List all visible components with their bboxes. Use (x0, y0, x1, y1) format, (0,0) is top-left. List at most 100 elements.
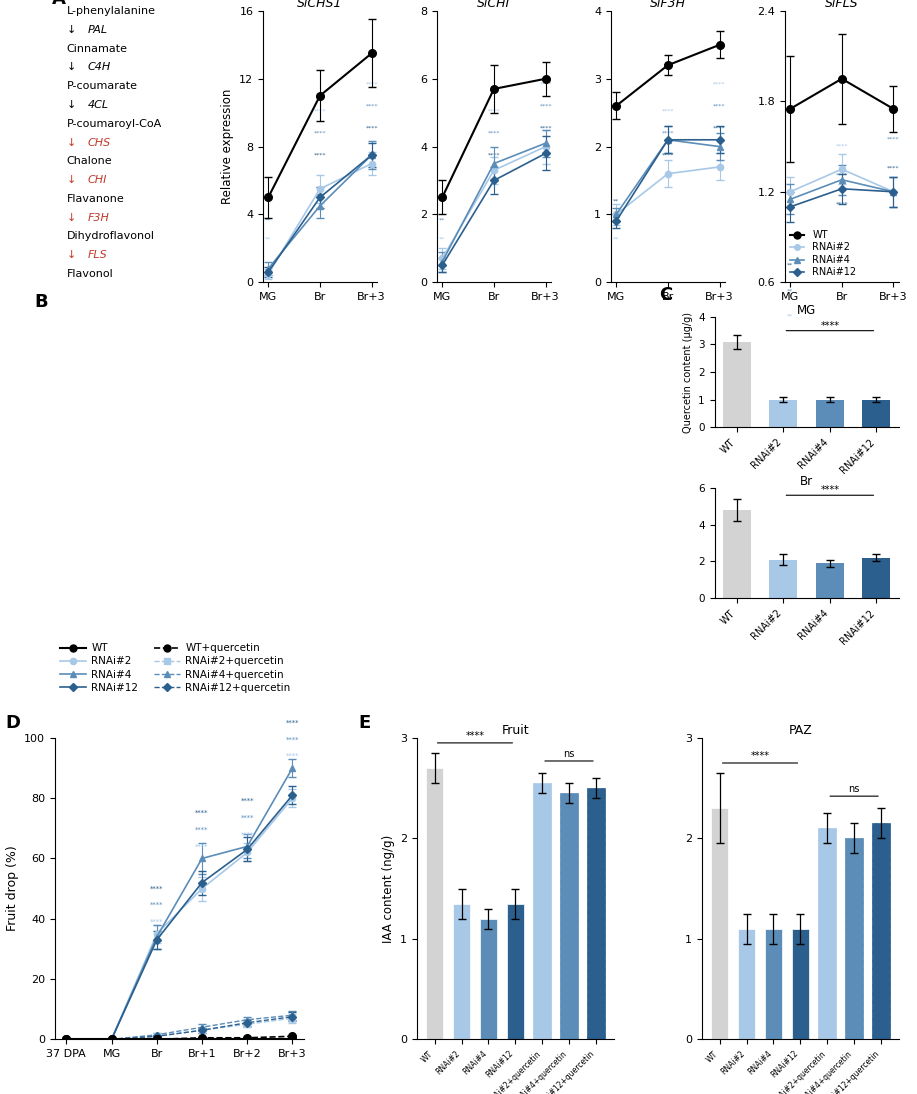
Bar (425, 768, 443, 1039)
Text: ****: **** (466, 731, 484, 741)
Text: CHI: CHI (87, 175, 107, 185)
Text: Cinnamate: Cinnamate (67, 44, 127, 54)
Bar (791, 929, 809, 1039)
Text: ****: **** (150, 919, 163, 924)
Bar (560, 793, 578, 1039)
Legend: WT, RNAi#2, RNAi#4, RNAi#12, WT+quercetin, RNAi#2+quercetin, RNAi#4+quercetin, R: WT, RNAi#2, RNAi#4, RNAi#12, WT+querceti… (61, 643, 291, 693)
Title: MG: MG (797, 304, 816, 317)
Text: ****: **** (821, 486, 839, 496)
Text: ****: **** (888, 136, 900, 141)
Text: **: ** (439, 236, 446, 242)
Bar (872, 824, 889, 1039)
Bar (587, 788, 604, 1039)
Bar (769, 399, 798, 428)
Text: ****: **** (713, 104, 725, 108)
Text: ****: **** (365, 82, 378, 86)
Text: ****: **** (150, 886, 163, 892)
Text: ↓: ↓ (67, 62, 80, 72)
Text: FLS: FLS (87, 251, 107, 260)
Text: **: ** (613, 218, 619, 222)
Title: SlCHI: SlCHI (477, 0, 511, 10)
Y-axis label: IAA content (ng/g): IAA content (ng/g) (381, 835, 394, 943)
Text: **: ** (439, 198, 446, 203)
Title: SlFLS: SlFLS (825, 0, 858, 10)
Text: ****: **** (314, 109, 326, 114)
Text: ****: **** (195, 827, 209, 833)
Text: ****: **** (286, 720, 299, 725)
Text: Flavanone: Flavanone (67, 194, 125, 203)
Text: ****: **** (713, 126, 725, 130)
Bar (723, 341, 751, 428)
Bar (845, 838, 863, 1039)
Text: A: A (52, 0, 66, 9)
Text: ****: **** (195, 811, 209, 816)
Title: SlF3H: SlF3H (650, 0, 686, 10)
Text: ****: **** (888, 107, 900, 113)
Text: D: D (6, 714, 20, 732)
Text: ****: **** (150, 903, 163, 908)
Bar (506, 904, 524, 1039)
Text: C4H: C4H (87, 62, 111, 72)
Text: ****: **** (713, 82, 725, 86)
Y-axis label: Relative expression: Relative expression (221, 89, 234, 205)
Bar (816, 563, 844, 598)
Bar (738, 929, 756, 1039)
Bar (453, 904, 470, 1039)
Text: CHS: CHS (87, 138, 111, 148)
Bar (769, 560, 798, 598)
Text: **: ** (265, 218, 271, 222)
Title: Fruit: Fruit (502, 724, 529, 736)
Bar (862, 558, 890, 598)
Text: ****: **** (835, 143, 848, 149)
Text: **: ** (613, 198, 619, 203)
Text: ****: **** (661, 109, 674, 114)
Text: ****: **** (821, 322, 839, 331)
Text: F3H: F3H (87, 212, 109, 223)
Text: L-phenylalanine: L-phenylalanine (67, 5, 156, 16)
Title: PAZ: PAZ (789, 724, 812, 736)
Text: Chalone: Chalone (67, 156, 113, 166)
Text: ****: **** (750, 750, 769, 761)
Text: C: C (659, 286, 673, 304)
Text: ↓: ↓ (67, 25, 80, 35)
Text: ****: **** (661, 130, 674, 136)
Text: P-coumarate: P-coumarate (67, 81, 138, 91)
Text: ****: **** (365, 104, 378, 108)
Text: **: ** (265, 198, 271, 203)
Bar (816, 399, 844, 428)
Text: ↓: ↓ (67, 100, 80, 109)
Text: ****: **** (240, 815, 254, 820)
Text: ****: **** (888, 165, 900, 170)
Bar (862, 399, 890, 428)
Text: ****: **** (240, 799, 254, 804)
Bar (480, 919, 497, 1039)
Text: ****: **** (286, 753, 299, 759)
Text: ****: **** (286, 736, 299, 743)
Text: ****: **** (539, 82, 552, 86)
Text: 4CL: 4CL (87, 100, 108, 109)
Text: Dihydroflavonol: Dihydroflavonol (67, 232, 155, 242)
Text: E: E (358, 714, 370, 732)
Bar (819, 828, 836, 1039)
Bar (765, 929, 782, 1039)
Text: ****: **** (314, 130, 326, 136)
Y-axis label: Fruit drop (%): Fruit drop (%) (6, 846, 18, 931)
Text: ****: **** (488, 152, 500, 158)
Text: **: ** (439, 218, 446, 222)
Text: **: ** (265, 236, 271, 242)
Text: ****: **** (365, 126, 378, 130)
Text: ns: ns (563, 749, 575, 759)
Text: **: ** (613, 236, 619, 242)
Text: ↓: ↓ (67, 212, 80, 223)
Text: ↓: ↓ (67, 251, 80, 260)
Text: B: B (34, 293, 48, 312)
Text: ****: **** (539, 104, 552, 108)
Text: ↓: ↓ (67, 175, 80, 185)
Title: SlCHS1: SlCHS1 (297, 0, 343, 10)
Text: ****: **** (488, 130, 500, 136)
Bar (711, 808, 728, 1039)
Text: **: ** (787, 313, 793, 318)
Text: ns: ns (848, 784, 860, 794)
Text: ****: **** (488, 109, 500, 114)
Bar (534, 783, 551, 1039)
